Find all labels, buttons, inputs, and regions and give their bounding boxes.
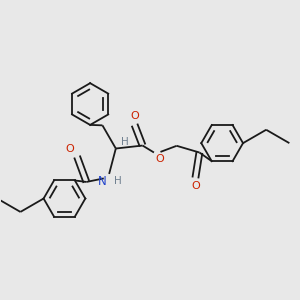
Text: O: O — [155, 154, 164, 164]
Text: N: N — [98, 176, 107, 188]
Text: O: O — [191, 182, 200, 191]
Text: H: H — [121, 137, 129, 147]
Text: H: H — [114, 176, 121, 186]
Text: O: O — [65, 144, 74, 154]
Text: O: O — [130, 111, 139, 121]
